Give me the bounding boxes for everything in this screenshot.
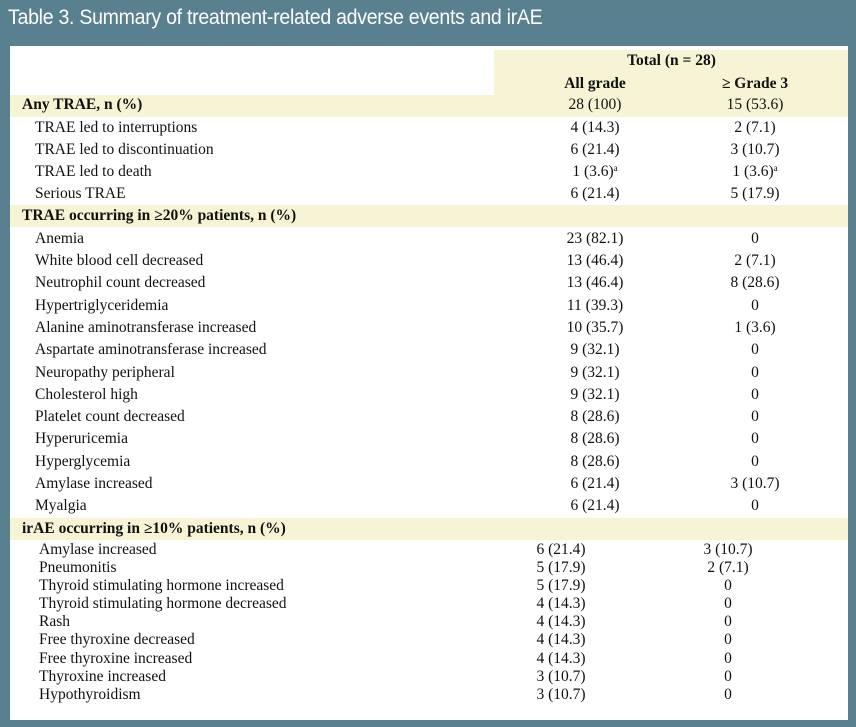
table-title: Table 3. Summary of treatment-related ad… [8, 6, 543, 29]
footnote-marker: a [613, 163, 618, 173]
header-band [494, 50, 848, 98]
section-band-any-trae [10, 95, 848, 117]
table-panel: Total (n = 28) All grade ≥ Grade 3 Any T… [10, 46, 848, 720]
section-band-trae-20 [10, 205, 848, 227]
footnote-marker: a [773, 163, 778, 173]
section-band-irae-10 [10, 518, 848, 540]
header-total-row: Total (n = 28) [10, 52, 848, 72]
header-columns-row: All grade ≥ Grade 3 [10, 75, 848, 95]
header-total: Total (n = 28) [627, 52, 716, 69]
section-heading-any-trae: Any TRAE, n (%) 28 (100) 15 (53.6) [22, 96, 784, 113]
header-all-grade: All grade [564, 75, 626, 92]
header-grade3: ≥ Grade 3 [721, 75, 789, 92]
